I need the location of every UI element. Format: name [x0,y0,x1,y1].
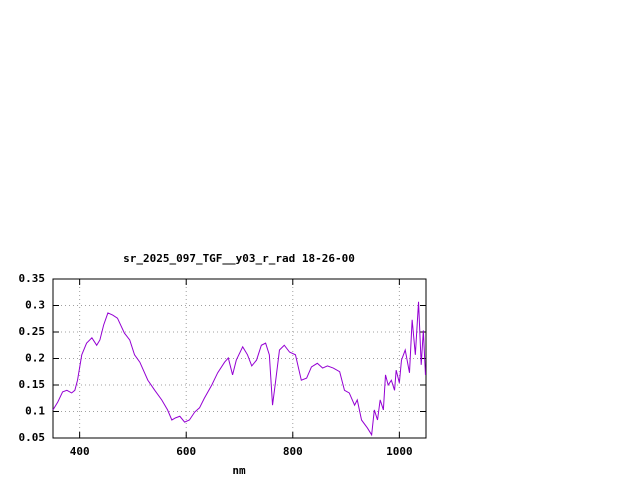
x-tick-label: 400 [70,445,90,458]
y-tick-label: 0.2 [25,352,45,365]
y-tick-label: 0.25 [19,325,46,338]
x-axis-label: nm [232,464,246,477]
y-tick-label: 0.3 [25,299,45,312]
x-tick-label: 600 [176,445,196,458]
data-line [52,301,426,437]
y-tick-label: 0.1 [25,405,45,418]
x-tick-label: 1000 [386,445,413,458]
y-tick-label: 0.35 [19,272,46,285]
chart-title: sr_2025_097_TGF__y03_r_rad 18-26-00 [123,252,355,265]
y-tick-label: 0.05 [19,431,46,444]
x-tick-label: 800 [283,445,303,458]
y-tick-label: 0.15 [19,378,46,391]
plot-border [52,278,427,439]
